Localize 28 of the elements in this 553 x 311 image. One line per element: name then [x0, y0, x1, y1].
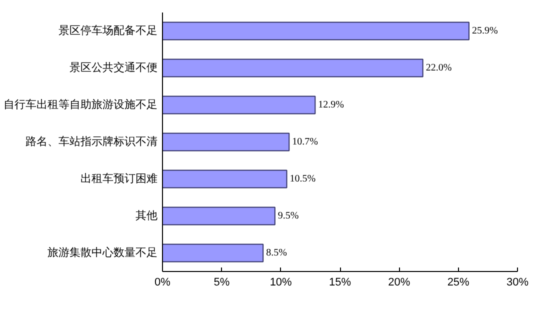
x-tick-label: 5%: [214, 276, 230, 288]
bar: [162, 206, 276, 226]
bar: [162, 96, 316, 114]
data-label: 10.5%: [290, 174, 316, 184]
y-tick-label: 出租车预订困难: [80, 172, 158, 185]
data-label: 9.5%: [278, 210, 299, 222]
x-tick-label: 0%: [154, 276, 171, 288]
x-tick-label: 10%: [270, 276, 292, 288]
y-tick-label: 景区公共交通不便: [70, 61, 158, 74]
data-label: 25.9%: [472, 26, 498, 36]
x-tick-label: 15%: [328, 276, 352, 288]
bar: [162, 244, 264, 262]
bar: [162, 132, 290, 152]
data-label: 22.0%: [426, 62, 452, 74]
x-tick-label: 20%: [388, 276, 410, 288]
data-label: 12.9%: [318, 100, 344, 110]
bar: [162, 170, 288, 188]
x-tick-label: 30%: [506, 276, 529, 288]
bar: [162, 58, 424, 78]
y-tick-label: 景区停车场配备不足: [58, 24, 158, 37]
data-label: 10.7%: [292, 136, 318, 148]
bar: [162, 22, 470, 40]
y-tick-label: 旅游集散中心数量不足: [48, 246, 158, 259]
data-label: 8.5%: [266, 248, 287, 258]
y-tick-label: 自行车出租等自助旅游设施不足: [4, 98, 158, 111]
x-tick-label: 25%: [447, 276, 470, 288]
y-tick-label: 路名、车站指示牌标识不清: [26, 135, 158, 148]
y-tick-label: 其他: [136, 209, 158, 222]
